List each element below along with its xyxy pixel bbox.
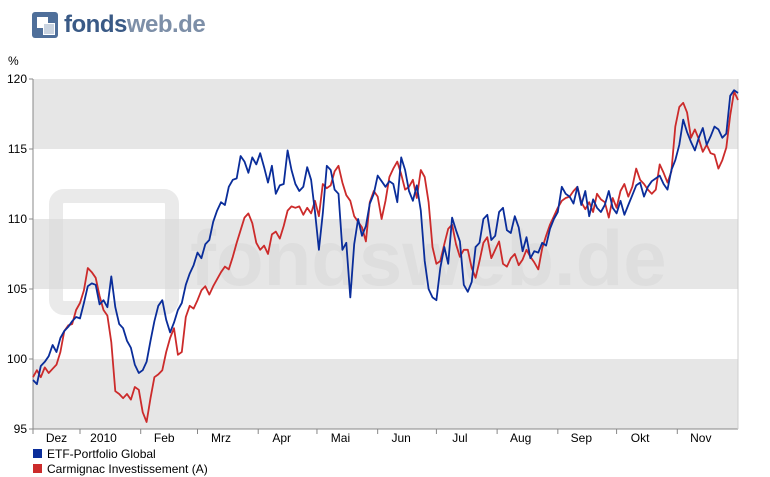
x-tick-label: Feb bbox=[154, 431, 175, 445]
grid-band bbox=[33, 219, 738, 289]
x-tick-label: Apr bbox=[272, 431, 291, 445]
y-tick-label: 110 bbox=[8, 212, 27, 226]
watermark-icon bbox=[49, 189, 179, 315]
legend: ETF-Portfolio Global Carmignac Investiss… bbox=[33, 446, 208, 476]
y-axis-ticks: 95 100 105 110 115 120 bbox=[7, 72, 33, 436]
logo-text-part2: web.de bbox=[126, 11, 206, 38]
legend-label-etf: ETF-Portfolio Global bbox=[47, 446, 156, 461]
series-line bbox=[32, 90, 739, 423]
x-tick-label: Jun bbox=[391, 431, 410, 445]
x-tick-label: Aug bbox=[510, 431, 531, 445]
series-line bbox=[32, 89, 739, 386]
y-tick-label: 105 bbox=[7, 282, 27, 296]
y-tick-label: 120 bbox=[7, 72, 27, 86]
x-tick-label: Nov bbox=[690, 431, 711, 445]
legend-item: ETF-Portfolio Global bbox=[33, 446, 208, 461]
legend-label-carmignac: Carmignac Investissement (A) bbox=[47, 461, 208, 476]
y-tick-label: 100 bbox=[7, 352, 27, 366]
grid-band bbox=[33, 79, 738, 149]
x-tick-label: 2010 bbox=[90, 431, 117, 445]
series-lines bbox=[32, 89, 739, 423]
axes bbox=[32, 79, 739, 430]
y-axis-unit: % bbox=[8, 54, 19, 68]
brand-logo[interactable]: fondsweb.de bbox=[32, 10, 206, 40]
x-tick-label: Jul bbox=[452, 431, 467, 445]
legend-swatch-carmignac bbox=[33, 464, 42, 473]
logo-icon bbox=[32, 12, 58, 38]
legend-item: Carmignac Investissement (A) bbox=[33, 461, 208, 476]
x-tick-label: Okt bbox=[631, 431, 650, 445]
x-tick-label: Sep bbox=[571, 431, 593, 445]
y-tick-label: 115 bbox=[8, 142, 27, 156]
x-axis-ticks: Dez 2010 Feb Mrz Apr Mai Jun Jul Aug Sep Okt Nov bbox=[32, 429, 711, 445]
x-tick-label: Dez bbox=[46, 431, 67, 445]
logo-text: fondsweb.de bbox=[64, 11, 206, 39]
legend-swatch-etf bbox=[33, 449, 42, 458]
x-tick-label: Mai bbox=[331, 431, 350, 445]
y-tick-label: 95 bbox=[14, 422, 28, 436]
x-tick-label: Mrz bbox=[211, 431, 231, 445]
logo-text-part1: fonds bbox=[64, 11, 127, 38]
